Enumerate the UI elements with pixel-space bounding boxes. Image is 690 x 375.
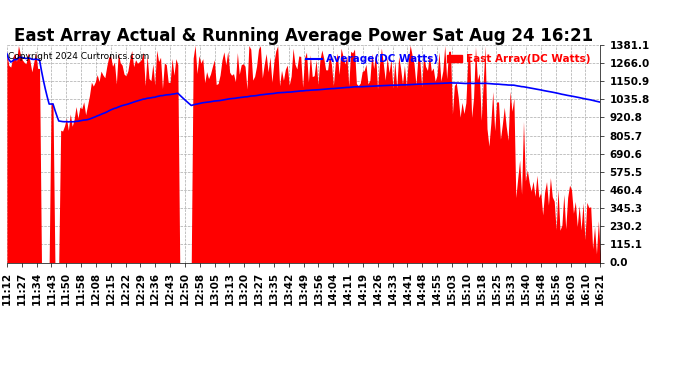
Text: Copyright 2024 Curtronics.com: Copyright 2024 Curtronics.com xyxy=(8,51,149,60)
Title: East Array Actual & Running Average Power Sat Aug 24 16:21: East Array Actual & Running Average Powe… xyxy=(14,27,593,45)
Legend: Average(DC Watts), East Array(DC Watts): Average(DC Watts), East Array(DC Watts) xyxy=(302,50,595,69)
